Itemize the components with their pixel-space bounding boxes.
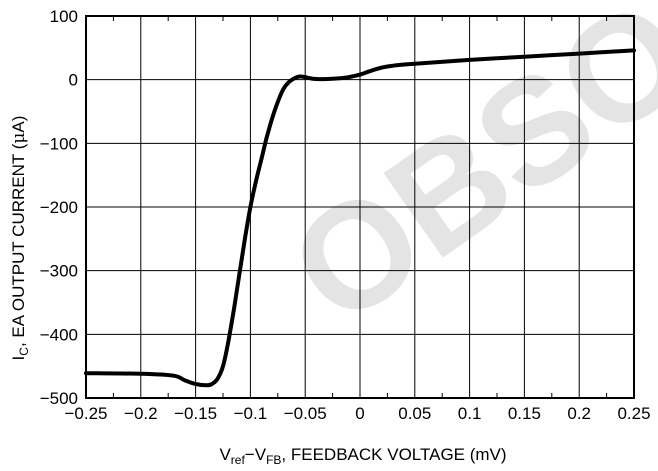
y-axis-label: IC, EA OUTPUT CURRENT (μA): [9, 116, 31, 361]
x-tick-label: 0.2: [567, 404, 591, 423]
plot-area-border: [85, 15, 635, 399]
y-axis-label-mu: μ: [9, 133, 29, 144]
x-tick-label: −0.25: [64, 404, 107, 423]
y-tick-label: 0: [69, 71, 78, 90]
x-tick-label: 0.05: [398, 404, 431, 423]
x-axis-label-sub2: FB: [266, 453, 281, 467]
y-axis-label-part2: , EA OUTPUT CURRENT (: [9, 143, 28, 347]
x-tick-label: −0.15: [174, 404, 217, 423]
x-axis-label-part1: V: [219, 445, 231, 464]
y-tick-label: 100: [50, 7, 78, 26]
x-tick-label: 0: [355, 404, 364, 423]
x-axis-label-part3: , FEEDBACK VOLTAGE (mV): [281, 445, 506, 464]
x-tick-labels: −0.25 −0.2 −0.15 −0.1 −0.05 0 0.05 0.1 0.15 0.2 0.…: [64, 404, 650, 423]
y-tick-label: −400: [40, 325, 78, 344]
y-tick-label: −500: [40, 389, 78, 408]
x-tick-label: 0.15: [508, 404, 541, 423]
y-tick-label: −300: [40, 262, 78, 281]
x-tick-label: −0.2: [124, 404, 158, 423]
y-tick-labels: −500 −400 −300 −200 −100 0 100: [40, 7, 78, 408]
x-axis-label: Vref−VFB, FEEDBACK VOLTAGE (mV): [219, 445, 506, 467]
x-tick-label: 0.25: [617, 404, 650, 423]
y-tick-label: −100: [40, 134, 78, 153]
x-axis-label-sub1: ref: [231, 453, 246, 467]
series-line-ea-output-current: [84, 48, 636, 388]
y-tick-label: −200: [40, 198, 78, 217]
x-tick-label: −0.1: [234, 404, 268, 423]
x-tick-label: −0.05: [284, 404, 327, 423]
y-axis-label-part1: I: [9, 356, 28, 361]
x-axis-label-part2: −V: [245, 445, 267, 464]
y-axis-label-sub1: C: [17, 347, 31, 356]
x-tick-label: 0.1: [458, 404, 482, 423]
y-axis-label-part3: A): [9, 116, 28, 133]
